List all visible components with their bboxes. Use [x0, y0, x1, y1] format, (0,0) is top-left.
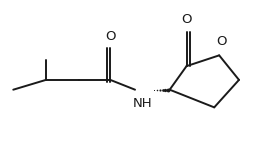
Text: NH: NH [133, 96, 153, 110]
Text: O: O [181, 13, 192, 26]
Text: O: O [216, 36, 226, 49]
Text: O: O [105, 30, 116, 43]
